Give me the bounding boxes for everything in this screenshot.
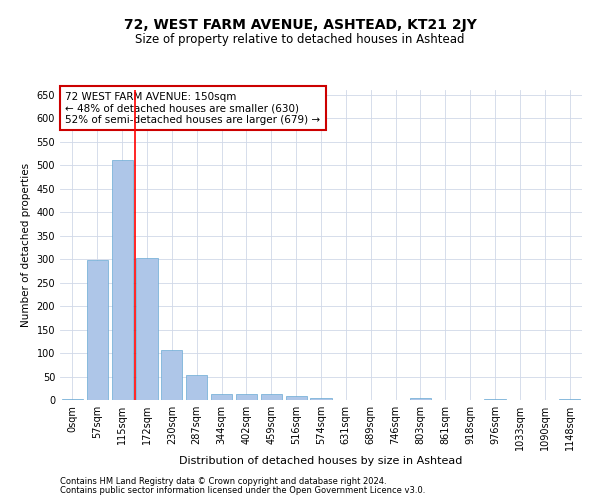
X-axis label: Distribution of detached houses by size in Ashtead: Distribution of detached houses by size … [179,456,463,466]
Bar [410,398,431,400]
Bar [161,350,182,400]
Bar [261,394,282,400]
Bar [186,375,207,400]
Text: Contains HM Land Registry data © Crown copyright and database right 2024.: Contains HM Land Registry data © Crown c… [60,478,386,486]
Bar [211,394,232,400]
Bar [310,398,332,400]
Bar [286,396,307,400]
Bar [484,398,506,400]
Bar [136,258,158,400]
Bar [559,398,580,400]
Y-axis label: Number of detached properties: Number of detached properties [21,163,31,327]
Text: Contains public sector information licensed under the Open Government Licence v3: Contains public sector information licen… [60,486,425,495]
Text: Size of property relative to detached houses in Ashtead: Size of property relative to detached ho… [135,32,465,46]
Bar [112,160,133,400]
Bar [62,398,83,400]
Bar [236,394,257,400]
Bar [87,260,108,400]
Text: 72 WEST FARM AVENUE: 150sqm
← 48% of detached houses are smaller (630)
52% of se: 72 WEST FARM AVENUE: 150sqm ← 48% of det… [65,92,320,124]
Text: 72, WEST FARM AVENUE, ASHTEAD, KT21 2JY: 72, WEST FARM AVENUE, ASHTEAD, KT21 2JY [124,18,476,32]
